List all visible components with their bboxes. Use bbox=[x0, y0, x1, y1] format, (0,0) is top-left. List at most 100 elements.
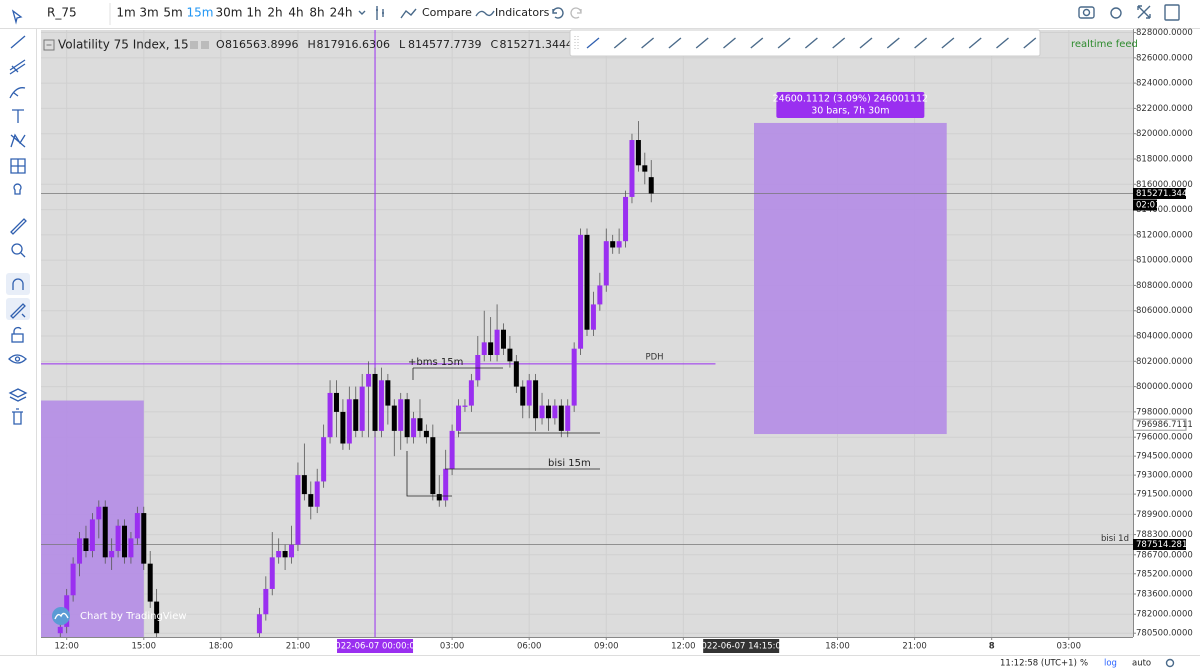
axis-settings[interactable] bbox=[1165, 658, 1175, 668]
drawing-tool-icon[interactable] bbox=[1023, 37, 1037, 49]
y-tick-label: 788300.0000 bbox=[1136, 530, 1193, 540]
candle-body bbox=[513, 361, 519, 387]
percent-toggle[interactable]: % bbox=[1080, 659, 1088, 669]
object-tree[interactable] bbox=[8, 388, 28, 402]
candle-body bbox=[366, 373, 372, 387]
chart-type-icon[interactable] bbox=[376, 6, 384, 20]
collapse-toggle[interactable] bbox=[43, 39, 55, 51]
candle-body bbox=[141, 513, 147, 564]
brush-tool[interactable] bbox=[9, 87, 26, 99]
indicators-icon[interactable] bbox=[475, 10, 495, 17]
interval-button[interactable]: 2h bbox=[267, 6, 282, 20]
candle-body bbox=[430, 437, 436, 495]
y-tick-label: 810000.0000 bbox=[1136, 256, 1193, 266]
candle-body bbox=[642, 165, 648, 172]
x-tick-label: 06:00 bbox=[517, 642, 542, 652]
drawing-tool-icon[interactable] bbox=[804, 37, 818, 49]
ruler-tool[interactable] bbox=[10, 218, 27, 235]
magnet-active-bg bbox=[6, 273, 30, 295]
interval-button[interactable]: 3m bbox=[139, 6, 158, 20]
ohlc-legend: O 816563.8996 H 817916.6306 L 814577.7739 C 815… bbox=[216, 38, 573, 51]
interval-button[interactable]: 1m bbox=[116, 6, 135, 20]
candle-body bbox=[635, 140, 641, 166]
drawing-tool-icon[interactable] bbox=[668, 37, 682, 49]
y-tick-label: 822000.0000 bbox=[1136, 104, 1193, 114]
candle-body bbox=[295, 475, 301, 545]
prediction-tool[interactable] bbox=[10, 158, 26, 174]
drawing-tool-icon[interactable] bbox=[613, 37, 627, 49]
legend-eye[interactable] bbox=[190, 41, 198, 49]
drawing-tool-icon[interactable] bbox=[695, 37, 709, 49]
settings[interactable] bbox=[1110, 7, 1122, 19]
candle-body bbox=[321, 437, 327, 482]
candle-body bbox=[301, 475, 307, 495]
indicators-button[interactable]: Indicators bbox=[495, 6, 550, 19]
snapshot[interactable] bbox=[1078, 6, 1095, 19]
candle-body bbox=[629, 140, 635, 197]
pitchfork-tool[interactable] bbox=[9, 59, 26, 75]
candle-body bbox=[308, 494, 314, 507]
range-box bbox=[754, 122, 947, 435]
interval-button[interactable]: 24h bbox=[330, 6, 353, 20]
stay-drawing-tool[interactable] bbox=[10, 303, 26, 319]
log-toggle[interactable]: log bbox=[1104, 659, 1117, 669]
drawing-tool-icon[interactable] bbox=[832, 37, 846, 49]
drawing-tool-icon[interactable] bbox=[859, 37, 873, 49]
trend-line-tool[interactable] bbox=[10, 35, 26, 49]
crosshair-label-bg bbox=[337, 639, 414, 653]
snapshot-lens bbox=[1082, 8, 1091, 17]
drawing-tool-icon[interactable] bbox=[777, 37, 791, 49]
interval-button[interactable]: 1h bbox=[246, 6, 261, 20]
drawing-tool-icon[interactable] bbox=[886, 37, 900, 49]
drawing-tool-icon[interactable] bbox=[750, 37, 764, 49]
watermark[interactable]: Chart by TradingView bbox=[80, 611, 187, 622]
cursor-tool[interactable] bbox=[11, 9, 23, 25]
drawing-tool-icon[interactable] bbox=[586, 37, 600, 49]
compare-icon[interactable] bbox=[400, 8, 417, 19]
y-tick-label: 793000.0000 bbox=[1136, 471, 1193, 481]
drawing-tool-icon[interactable] bbox=[968, 37, 982, 49]
candle-body bbox=[411, 418, 417, 438]
redo[interactable] bbox=[570, 7, 582, 19]
auto-toggle[interactable]: auto bbox=[1132, 659, 1151, 669]
fullscreen[interactable] bbox=[1137, 5, 1151, 19]
drawing-tools bbox=[6, 9, 30, 425]
ohlc-label: H bbox=[307, 38, 315, 51]
drawing-tool-icon[interactable] bbox=[996, 37, 1009, 49]
interval-button[interactable]: 8h bbox=[309, 6, 324, 20]
text-tool[interactable] bbox=[12, 109, 24, 123]
magnet-tool[interactable] bbox=[12, 278, 24, 290]
interval-button[interactable]: 15m bbox=[187, 6, 214, 20]
candle-body bbox=[597, 285, 603, 305]
interval-button[interactable]: 5m bbox=[163, 6, 182, 20]
time-marker-bg bbox=[703, 639, 780, 653]
interval-dropdown[interactable] bbox=[358, 10, 366, 15]
candle-body bbox=[154, 601, 160, 634]
interval-button[interactable]: 30m bbox=[216, 6, 243, 20]
lock-tool[interactable] bbox=[11, 333, 24, 343]
drawing-tool-icon[interactable] bbox=[641, 37, 655, 49]
zoom-tool[interactable] bbox=[11, 243, 23, 255]
pattern-tool[interactable] bbox=[10, 133, 26, 148]
symbol[interactable]: R_75 bbox=[47, 6, 77, 20]
candle-body bbox=[462, 405, 468, 407]
candle-body bbox=[565, 405, 571, 431]
x-tick-label: 21:00 bbox=[286, 642, 311, 652]
y-tick-label: 798000.0000 bbox=[1136, 407, 1193, 417]
x-tick-label: 03:00 bbox=[1057, 642, 1082, 652]
compare-button[interactable]: Compare bbox=[422, 6, 472, 19]
candle-body bbox=[449, 430, 455, 469]
candle-body bbox=[481, 342, 487, 355]
drawing-tool-icon[interactable] bbox=[723, 37, 736, 49]
candle-body bbox=[70, 563, 76, 596]
undo[interactable] bbox=[552, 7, 564, 19]
remove-tool[interactable] bbox=[12, 408, 23, 425]
drawing-tool-icon[interactable] bbox=[941, 37, 955, 49]
interval-button[interactable]: 4h bbox=[288, 6, 303, 20]
drawing-tool-icon[interactable] bbox=[914, 37, 928, 49]
save[interactable] bbox=[1164, 4, 1180, 21]
visibility-tool[interactable] bbox=[8, 354, 27, 364]
ideas-tool[interactable] bbox=[13, 183, 22, 195]
candle-body bbox=[282, 551, 288, 558]
legend-settings[interactable] bbox=[201, 41, 209, 49]
